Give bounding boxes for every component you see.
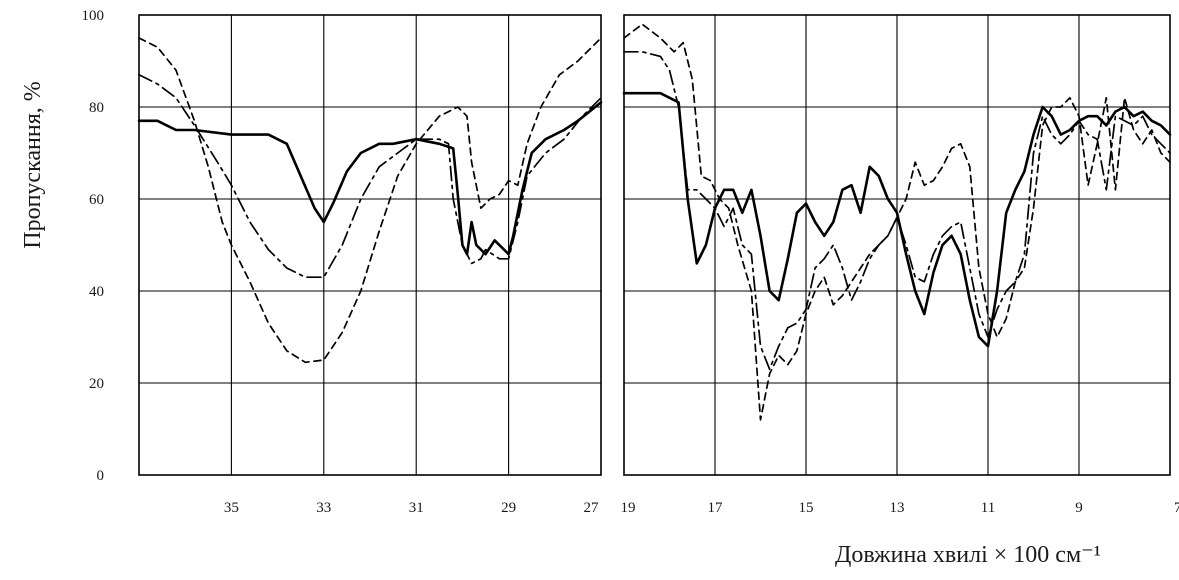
- left-series-solid-line: [137, 101, 603, 256]
- y-tick-label: 60: [89, 192, 104, 208]
- x-tick-label: 15: [799, 500, 814, 516]
- x-tick-label: 19: [621, 500, 636, 516]
- left-y-tick-labels: 0 20 40 60 80 100: [82, 8, 105, 484]
- right-panel: 19 17 15 13 11 9 7: [621, 14, 1179, 516]
- x-tick-label: 9: [1075, 500, 1083, 516]
- x-axis-title: Довжина хвилі × 100 см⁻¹: [835, 542, 1101, 568]
- x-tick-label: 13: [890, 500, 905, 516]
- x-tick-label: 31: [409, 500, 424, 516]
- left-series-dashdot-line: [138, 73, 602, 279]
- right-series-dashdot-line: [623, 50, 1171, 371]
- y-tick-label: 0: [97, 468, 105, 484]
- x-tick-label: 35: [224, 500, 239, 516]
- right-series-group: [622, 23, 1172, 421]
- y-tick-label: 40: [89, 284, 104, 300]
- right-plot-frame: [623, 14, 1171, 476]
- left-x-tick-labels: 35 33 31 29 27: [224, 500, 599, 516]
- y-tick-label: 100: [82, 8, 105, 24]
- right-gridlines: [624, 15, 1170, 475]
- right-series-dashed-line: [623, 23, 1171, 421]
- x-tick-label: 11: [981, 500, 995, 516]
- y-axis-title: Пропускання, %: [20, 81, 46, 249]
- left-series-dashed-line: [138, 37, 602, 364]
- left-gridlines: [139, 15, 601, 475]
- left-series-group: [137, 37, 603, 364]
- x-tick-label: 7: [1174, 500, 1179, 516]
- x-tick-label: 33: [316, 500, 331, 516]
- right-x-tick-labels: 19 17 15 13 11 9 7: [621, 500, 1179, 516]
- left-plot-frame: [138, 14, 602, 476]
- left-panel: 35 33 31 29 27 0 20 40 60 80 100: [82, 8, 603, 516]
- x-tick-label: 27: [584, 500, 600, 516]
- right-series-solid-line: [622, 91, 1172, 348]
- x-tick-label: 29: [501, 500, 516, 516]
- y-tick-label: 20: [89, 376, 104, 392]
- y-tick-label: 80: [89, 100, 104, 116]
- x-tick-label: 17: [708, 500, 724, 516]
